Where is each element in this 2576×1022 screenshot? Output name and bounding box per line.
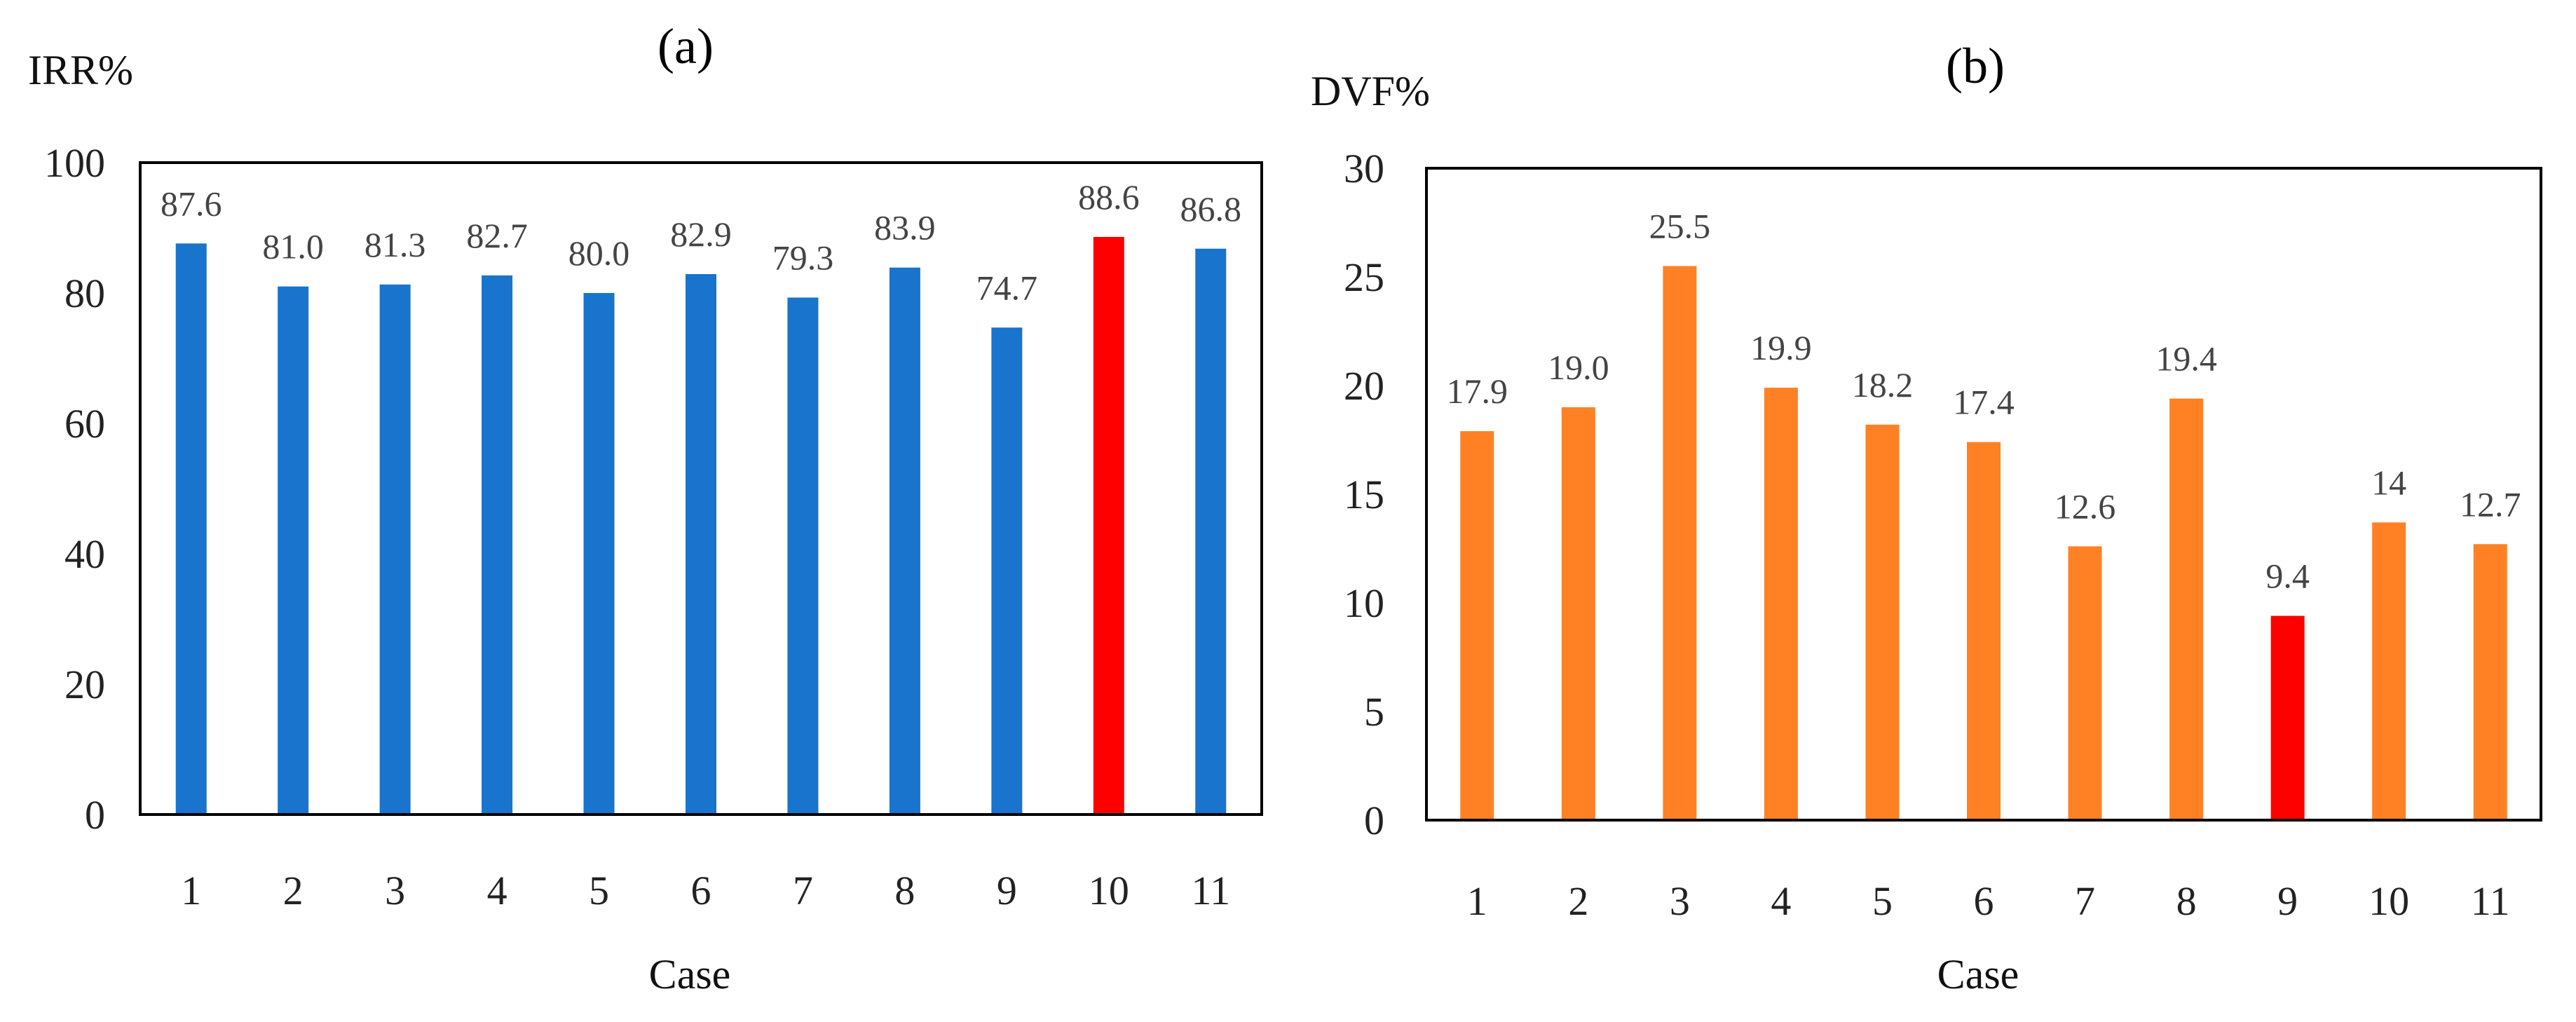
panel-b-data-label: 12.7 bbox=[2460, 484, 2521, 524]
panel-a-x-tick-label: 2 bbox=[283, 868, 304, 913]
panel-a-x-tick-label: 10 bbox=[1089, 868, 1129, 913]
panel-b-bar bbox=[1865, 424, 1900, 820]
panel-a-x-tick-label: 6 bbox=[691, 868, 711, 913]
panel-b: (b) DVF% Case 0 5 10 15 20 25 30 1 2 3 4 5 6 7 8 9 10 11… bbox=[1311, 38, 2542, 997]
panel-b-bar bbox=[1967, 442, 2001, 820]
panel-a-data-label: 82.7 bbox=[466, 216, 528, 255]
panel-a-x-tick-label: 5 bbox=[589, 868, 609, 913]
panel-a-y-tick-label: 20 bbox=[64, 662, 105, 707]
panel-a-bar bbox=[482, 275, 513, 815]
panel-b-bar bbox=[2068, 546, 2102, 820]
panel-a-bar bbox=[583, 293, 615, 815]
panel-b-bar bbox=[1460, 431, 1494, 820]
panel-b-data-label: 18.2 bbox=[1852, 365, 1914, 404]
panel-a-y-tick-label: 60 bbox=[64, 401, 105, 447]
panel-a-data-label: 81.3 bbox=[364, 225, 426, 264]
panel-b-bar bbox=[2372, 522, 2406, 820]
panel-b-x-tick-label: 1 bbox=[1467, 878, 1487, 924]
panel-a-x-tick-label: 8 bbox=[894, 868, 915, 913]
panel-b-x-tick-label: 11 bbox=[2471, 878, 2510, 924]
panel-a-data-label: 80.0 bbox=[568, 233, 630, 273]
panel-a-bar bbox=[686, 274, 716, 815]
panel-a-data-label: 82.9 bbox=[670, 214, 732, 254]
panel-a-x-ticks: 1 2 3 4 5 6 7 8 9 10 11 bbox=[181, 868, 1230, 913]
panel-a-y-tick-label: 100 bbox=[44, 140, 105, 186]
panel-b-x-tick-label: 5 bbox=[1872, 878, 1893, 924]
panel-a-bar bbox=[1195, 248, 1227, 815]
panel-b-bar bbox=[2473, 544, 2507, 820]
panel-b-y-tick-label: 10 bbox=[1344, 580, 1384, 626]
panel-b-data-label: 14 bbox=[2371, 463, 2406, 502]
panel-b-x-ticks: 1 2 3 4 5 6 7 8 9 10 11 bbox=[1467, 878, 2510, 924]
panel-a-data-label: 83.9 bbox=[874, 208, 936, 247]
panel-a-data-label: 86.8 bbox=[1180, 189, 1242, 229]
panel-a-y-axis-title: IRR% bbox=[28, 47, 133, 93]
panel-a-bar bbox=[787, 297, 819, 815]
panel-a-bars bbox=[175, 237, 1227, 815]
panel-b-x-tick-label: 6 bbox=[1974, 878, 1994, 924]
panel-a-bar bbox=[1093, 237, 1124, 815]
panel-a-plot-frame bbox=[139, 161, 1263, 816]
panel-b-data-label: 25.5 bbox=[1649, 207, 1711, 246]
panel-a-y-tick-label: 80 bbox=[64, 271, 105, 316]
panel-a-y-ticks: 0 20 40 60 80 100 bbox=[44, 140, 105, 838]
panel-a-x-tick-label: 9 bbox=[997, 868, 1017, 913]
panel-b-x-tick-label: 2 bbox=[1568, 878, 1588, 924]
panel-b-data-label: 17.9 bbox=[1447, 372, 1508, 411]
panel-a-x-tick-label: 11 bbox=[1191, 868, 1230, 913]
panel-b-data-label: 19.9 bbox=[1750, 328, 1812, 367]
panel-a-x-axis-title: Case bbox=[649, 951, 731, 997]
panel-a: (a) IRR% Case 0 20 40 60 80 100 1 2 3 4 5 6 7 8 9 10 11… bbox=[28, 18, 1263, 997]
panel-b-bar bbox=[1663, 266, 1697, 820]
panel-a-bar bbox=[278, 286, 309, 815]
panel-b-data-label: 19.4 bbox=[2155, 339, 2217, 379]
panel-b-data-label: 12.6 bbox=[2054, 486, 2116, 526]
panel-b-data-label: 19.0 bbox=[1548, 348, 1609, 387]
panel-a-title: (a) bbox=[657, 18, 714, 74]
panel-b-y-tick-label: 5 bbox=[1364, 689, 1384, 735]
panel-b-y-ticks: 0 5 10 15 20 25 30 bbox=[1344, 146, 1384, 843]
panel-b-x-tick-label: 7 bbox=[2075, 878, 2095, 924]
panel-a-bar bbox=[175, 243, 207, 815]
panel-a-data-label: 88.6 bbox=[1078, 177, 1140, 217]
panel-b-plot-frame bbox=[1425, 167, 2542, 822]
panel-a-data-label: 79.3 bbox=[772, 238, 834, 278]
panel-b-y-tick-label: 20 bbox=[1344, 363, 1384, 409]
panel-b-bar bbox=[1561, 407, 1595, 820]
panel-b-x-tick-label: 9 bbox=[2277, 878, 2298, 924]
panel-a-x-tick-label: 7 bbox=[793, 868, 813, 913]
panel-b-x-tick-label: 8 bbox=[2176, 878, 2197, 924]
panel-a-data-labels: 87.6 81.0 81.3 82.7 80.0 82.9 79.3 83.9 74.7 88.6… bbox=[161, 177, 1241, 307]
panel-b-y-axis-title: DVF% bbox=[1311, 68, 1430, 114]
panel-b-bar bbox=[2169, 398, 2204, 820]
panel-a-y-tick-label: 40 bbox=[64, 531, 105, 577]
panel-a-x-tick-label: 4 bbox=[487, 868, 507, 913]
panel-a-bar bbox=[991, 327, 1023, 815]
panel-a-data-label: 81.0 bbox=[262, 227, 324, 266]
panel-b-x-tick-label: 10 bbox=[2369, 878, 2409, 924]
panel-b-x-tick-label: 3 bbox=[1670, 878, 1690, 924]
panel-a-y-tick-label: 0 bbox=[85, 792, 105, 838]
panel-b-bars bbox=[1460, 266, 2507, 820]
panel-b-bar bbox=[1764, 388, 1798, 820]
panel-a-bar bbox=[379, 284, 411, 815]
panel-b-x-axis-title: Case bbox=[1937, 951, 2019, 997]
panel-b-data-label: 9.4 bbox=[2265, 557, 2310, 596]
panel-b-data-label: 17.4 bbox=[1953, 383, 2015, 422]
panel-b-y-tick-label: 25 bbox=[1344, 254, 1384, 300]
panel-a-bar bbox=[889, 267, 920, 815]
panel-a-x-tick-label: 3 bbox=[385, 868, 405, 913]
panel-a-x-tick-label: 1 bbox=[181, 868, 201, 913]
panel-a-data-label: 74.7 bbox=[976, 268, 1038, 307]
panel-a-data-label: 87.6 bbox=[161, 184, 222, 223]
panel-b-data-labels: 17.9 19.0 25.5 19.9 18.2 17.4 12.6 19.4 9.4 14 12.… bbox=[1447, 207, 2521, 596]
panel-b-bar bbox=[2270, 615, 2305, 820]
panel-b-title: (b) bbox=[1946, 38, 2005, 94]
panel-b-y-tick-label: 0 bbox=[1364, 798, 1384, 843]
panel-b-y-tick-label: 15 bbox=[1344, 472, 1384, 517]
panel-b-x-tick-label: 4 bbox=[1771, 878, 1791, 924]
panel-b-y-tick-label: 30 bbox=[1344, 146, 1384, 191]
